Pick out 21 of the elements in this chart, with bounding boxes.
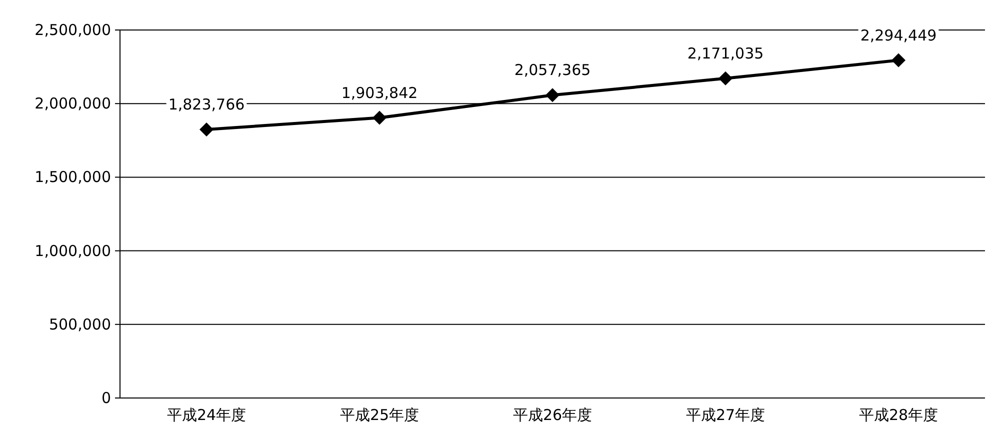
y-tick-label: 0 <box>101 389 111 407</box>
data-label: 1,903,842 <box>341 84 418 102</box>
data-label: 1,823,766 <box>168 96 245 114</box>
point <box>718 71 732 86</box>
point <box>200 122 214 137</box>
x-tick-label: 平成24年度 <box>166 406 246 424</box>
data-label: 2,294,449 <box>860 26 937 44</box>
x-tick-label: 平成25年度 <box>340 406 420 424</box>
x-tick-label: 平成28年度 <box>858 406 938 424</box>
point <box>372 110 386 125</box>
y-tick-label: 1,500,000 <box>34 168 111 186</box>
y-tick-label: 2,000,000 <box>34 94 111 113</box>
x-tick-label: 平成27年度 <box>686 406 766 424</box>
data-label: 2,171,035 <box>687 44 764 62</box>
point <box>892 53 906 68</box>
y-tick-label: 500,000 <box>48 315 111 334</box>
y-tick-label: 2,500,000 <box>34 21 111 39</box>
data-label: 2,057,365 <box>514 61 591 80</box>
x-tick-label: 平成26年度 <box>512 406 592 424</box>
y-tick-label: 1,000,000 <box>34 242 111 260</box>
point <box>546 88 560 102</box>
